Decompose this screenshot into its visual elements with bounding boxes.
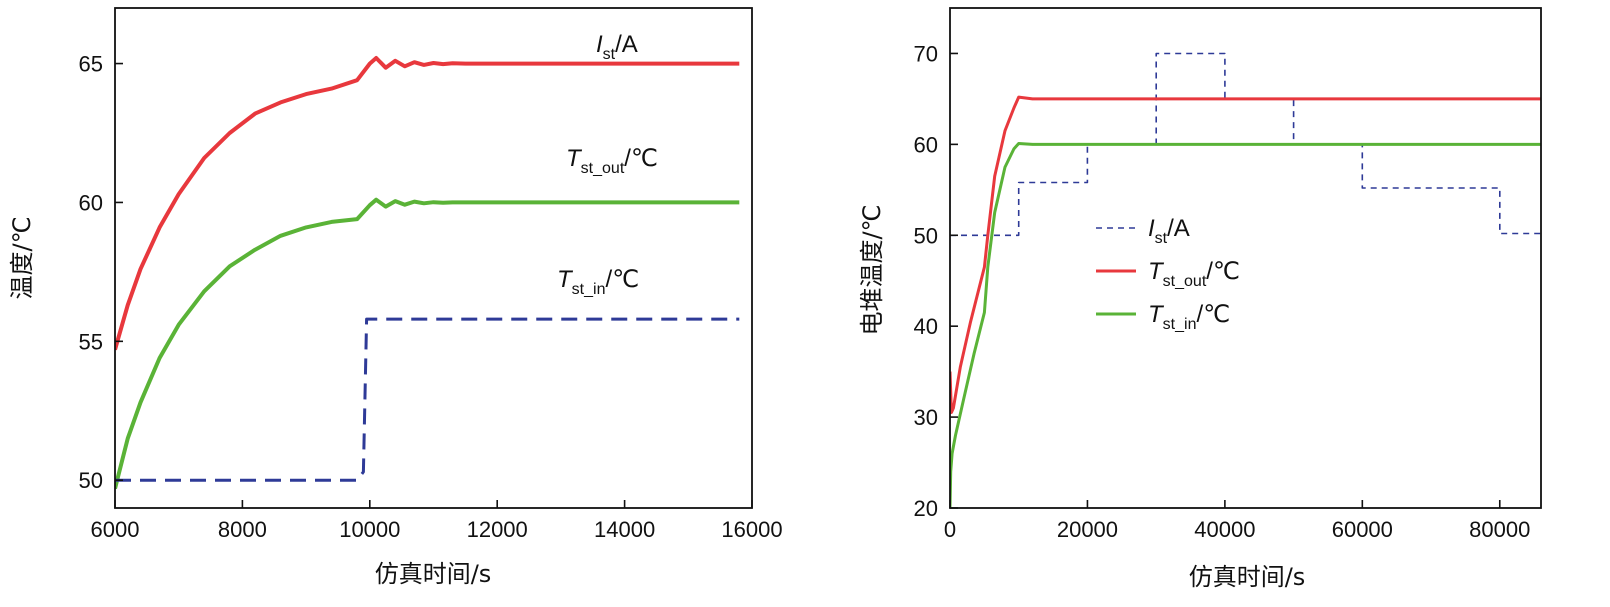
x-tick-label: 0 (944, 517, 956, 542)
series-line-dashed-0 (950, 52, 1541, 237)
y-tick-label: 60 (79, 190, 103, 215)
x-tick-label: 40000 (1194, 517, 1255, 542)
y-axis-title: 温度/℃ (8, 216, 36, 299)
series-line-1 (115, 197, 740, 490)
y-tick-label: 30 (914, 405, 938, 430)
series-annotation-2: Tst_in/℃ (557, 266, 639, 298)
y-tick-label: 65 (79, 52, 103, 77)
series-line-0 (115, 56, 740, 351)
series-annotation-0: Ist/A (596, 31, 638, 63)
y-tick-label: 55 (79, 329, 103, 354)
x-tick-label: 12000 (467, 517, 528, 542)
x-tick-label: 6000 (91, 517, 140, 542)
y-tick-label: 60 (914, 132, 938, 157)
legend-label-1: Tst_out/℃ (1148, 258, 1240, 290)
x-tick-label: 14000 (594, 517, 655, 542)
y-tick-label: 20 (914, 496, 938, 521)
x-axis-title: 仿真时间/s (1189, 563, 1306, 591)
x-tick-label: 10000 (339, 517, 400, 542)
y-tick-label: 40 (914, 314, 938, 339)
plot-frame (949, 7, 1542, 509)
y-axis-title: 电堆温度/℃ (858, 204, 886, 335)
x-tick-label: 20000 (1057, 517, 1118, 542)
y-tick-label: 50 (79, 468, 103, 493)
y-tick-label: 70 (914, 41, 938, 66)
series-line-2 (950, 142, 1541, 508)
x-tick-label: 60000 (1332, 517, 1393, 542)
y-tick-label: 50 (914, 223, 938, 248)
right-chart-panel: 0 20000 40000 60000 80000 20 30 40 50 60 70 仿真时间/s 电… (858, 7, 1542, 591)
series-line-1 (950, 95, 1541, 414)
legend-label-2: Tst_in/℃ (1148, 301, 1230, 333)
legend: Ist/A Tst_out/℃ Tst_in/℃ (1096, 215, 1240, 333)
series-line-dashed-2 (115, 317, 740, 482)
x-tick-label: 16000 (721, 517, 782, 542)
left-chart-panel: 6000 8000 10000 12000 14000 16000 50 55 60 65 仿真时间… (8, 7, 783, 588)
legend-label-0: Ist/A (1148, 215, 1190, 247)
x-tick-label: 80000 (1469, 517, 1530, 542)
x-axis-title: 仿真时间/s (375, 560, 492, 588)
series-annotation-1: Tst_out/℃ (566, 145, 658, 177)
plot-frame (114, 7, 753, 509)
x-tick-label: 8000 (218, 517, 267, 542)
